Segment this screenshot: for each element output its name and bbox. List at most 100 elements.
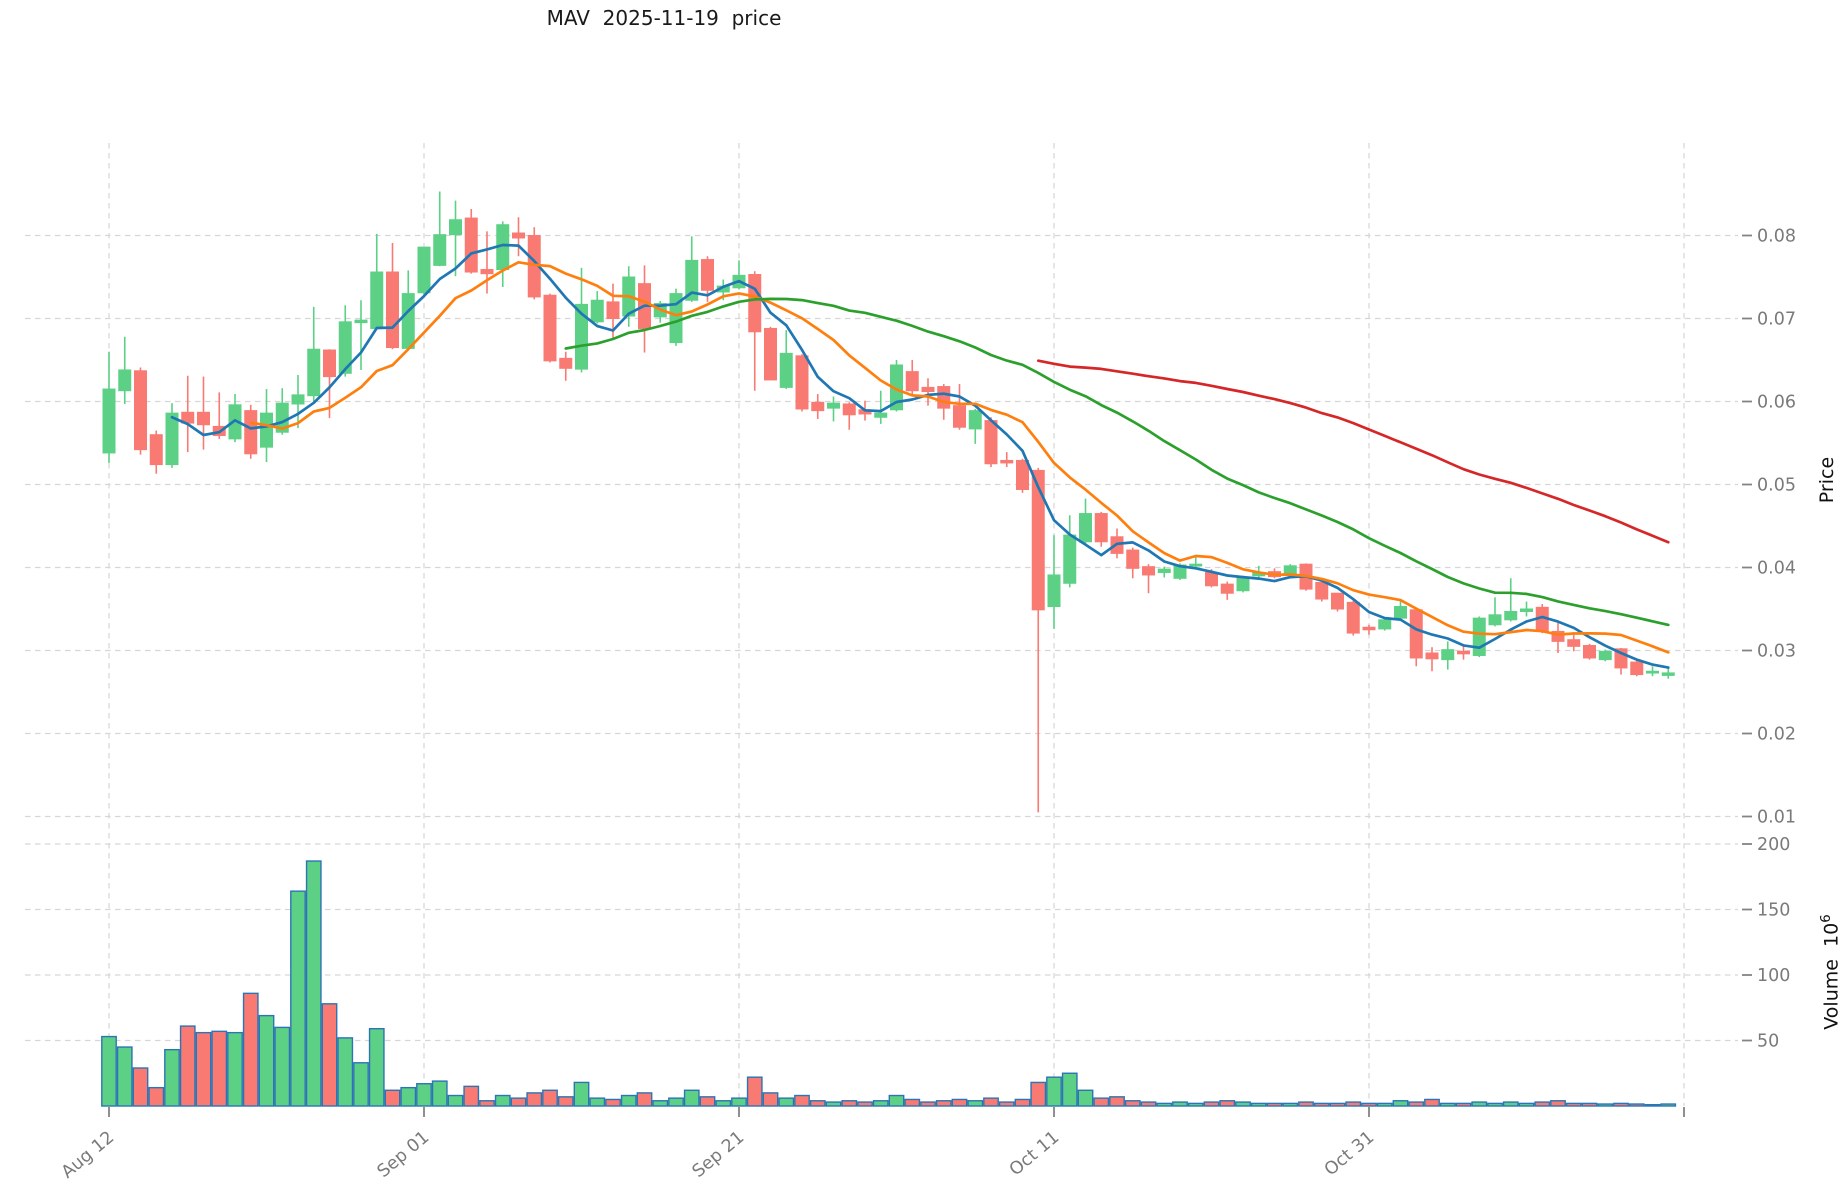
- candle: [1394, 599, 1407, 620]
- volume-bar: [872, 1100, 889, 1107]
- candle: [1173, 563, 1187, 580]
- volume-bar: [1439, 1102, 1456, 1107]
- candle: [1425, 647, 1439, 672]
- volume-bar: [904, 1098, 921, 1107]
- moving-average-lines: [170, 243, 1670, 669]
- volume-axis-title: Volume 106: [1819, 914, 1843, 1030]
- candle: [512, 217, 525, 257]
- volume-tick-label: 200: [1757, 835, 1790, 855]
- volume-bar: [1014, 1098, 1031, 1107]
- candle: [118, 336, 132, 404]
- volume-bar: [1644, 1103, 1661, 1107]
- candle: [244, 404, 258, 459]
- volume-bar: [1502, 1101, 1519, 1107]
- candle: [1567, 632, 1581, 652]
- volume-bar: [242, 992, 259, 1107]
- volume-bar: [778, 1097, 795, 1107]
- volume-bar: [542, 1089, 558, 1107]
- candle: [102, 351, 116, 463]
- candle: [685, 236, 699, 302]
- volume-bar: [573, 1081, 590, 1107]
- volume-bar: [668, 1097, 684, 1107]
- volume-bar: [1030, 1081, 1047, 1107]
- volume-bar: [1219, 1100, 1236, 1107]
- candle: [1661, 667, 1675, 679]
- volume-bar: [416, 1083, 432, 1107]
- price-tick-label: 0.05: [1757, 476, 1796, 496]
- volume-bar: [1140, 1101, 1157, 1107]
- candle: [1016, 458, 1029, 493]
- x-tick-label: Oct 11: [1006, 1128, 1063, 1181]
- candle: [417, 246, 431, 295]
- volume-bar: [101, 1035, 117, 1107]
- volume-bar: [1376, 1102, 1393, 1107]
- volume-bar: [337, 1037, 354, 1107]
- volume-bar: [1565, 1102, 1582, 1107]
- candle: [874, 390, 888, 424]
- candle: [307, 306, 321, 402]
- candle: [1142, 564, 1155, 594]
- volume-bar: [1660, 1103, 1677, 1107]
- volume-bar: [290, 890, 306, 1107]
- candle: [496, 221, 510, 287]
- candle: [1220, 581, 1234, 600]
- x-tick-label: Aug 12: [58, 1128, 118, 1183]
- volume-bar: [258, 1014, 275, 1107]
- ma-line-10: [249, 260, 1670, 654]
- candle: [1346, 600, 1360, 636]
- candle: [181, 375, 195, 453]
- candle: [669, 288, 683, 346]
- volume-bar: [762, 1092, 779, 1107]
- volume-bar: [1487, 1102, 1503, 1107]
- volume-bar: [431, 1080, 448, 1107]
- x-tick-label: Oct 31: [1321, 1128, 1378, 1181]
- volume-bar: [1597, 1103, 1614, 1107]
- volume-bar: [1345, 1101, 1362, 1107]
- volume-bar: [400, 1086, 417, 1107]
- candle: [1409, 608, 1423, 667]
- candle: [1047, 535, 1061, 629]
- candle: [1472, 616, 1486, 658]
- volume-bar: [998, 1101, 1015, 1107]
- volume-bar: [809, 1100, 826, 1107]
- volume-bar: [321, 1003, 338, 1107]
- candle: [1520, 601, 1533, 617]
- volume-bar: [1408, 1101, 1425, 1107]
- candle: [1094, 511, 1108, 547]
- volume-bar: [746, 1076, 763, 1107]
- price-tick-label: 0.01: [1757, 808, 1796, 828]
- volume-bar: [353, 1062, 369, 1107]
- volume-bar: [683, 1089, 700, 1107]
- volume-bar: [1172, 1101, 1188, 1107]
- volume-bar: [1093, 1097, 1110, 1107]
- volume-bar: [1156, 1102, 1173, 1107]
- volume-bar: [983, 1097, 999, 1107]
- price-tick-label: 0.07: [1757, 310, 1796, 330]
- volume-bar: [715, 1100, 732, 1107]
- volume-bar: [479, 1100, 495, 1107]
- volume-bar: [731, 1097, 747, 1107]
- candle: [1063, 515, 1077, 588]
- volume-bar: [132, 1067, 149, 1107]
- candle: [338, 305, 352, 377]
- volume-bar: [227, 1031, 243, 1107]
- candle: [1488, 597, 1502, 627]
- volume-bar: [179, 1025, 196, 1107]
- volume-bar: [794, 1094, 810, 1107]
- volume-bar: [1077, 1089, 1094, 1107]
- candle: [1598, 649, 1612, 662]
- volume-bar: [1187, 1102, 1204, 1107]
- volume-bar: [1424, 1098, 1440, 1107]
- volume-bar: [447, 1094, 464, 1107]
- candle: [811, 394, 825, 419]
- volume-bar: [620, 1094, 637, 1107]
- candle: [1000, 452, 1014, 468]
- candle: [779, 330, 793, 390]
- candle: [370, 233, 384, 329]
- volume-bar: [1518, 1102, 1535, 1107]
- volume-tick-label: 150: [1757, 901, 1790, 921]
- candle: [1331, 592, 1344, 612]
- candle: [543, 293, 557, 363]
